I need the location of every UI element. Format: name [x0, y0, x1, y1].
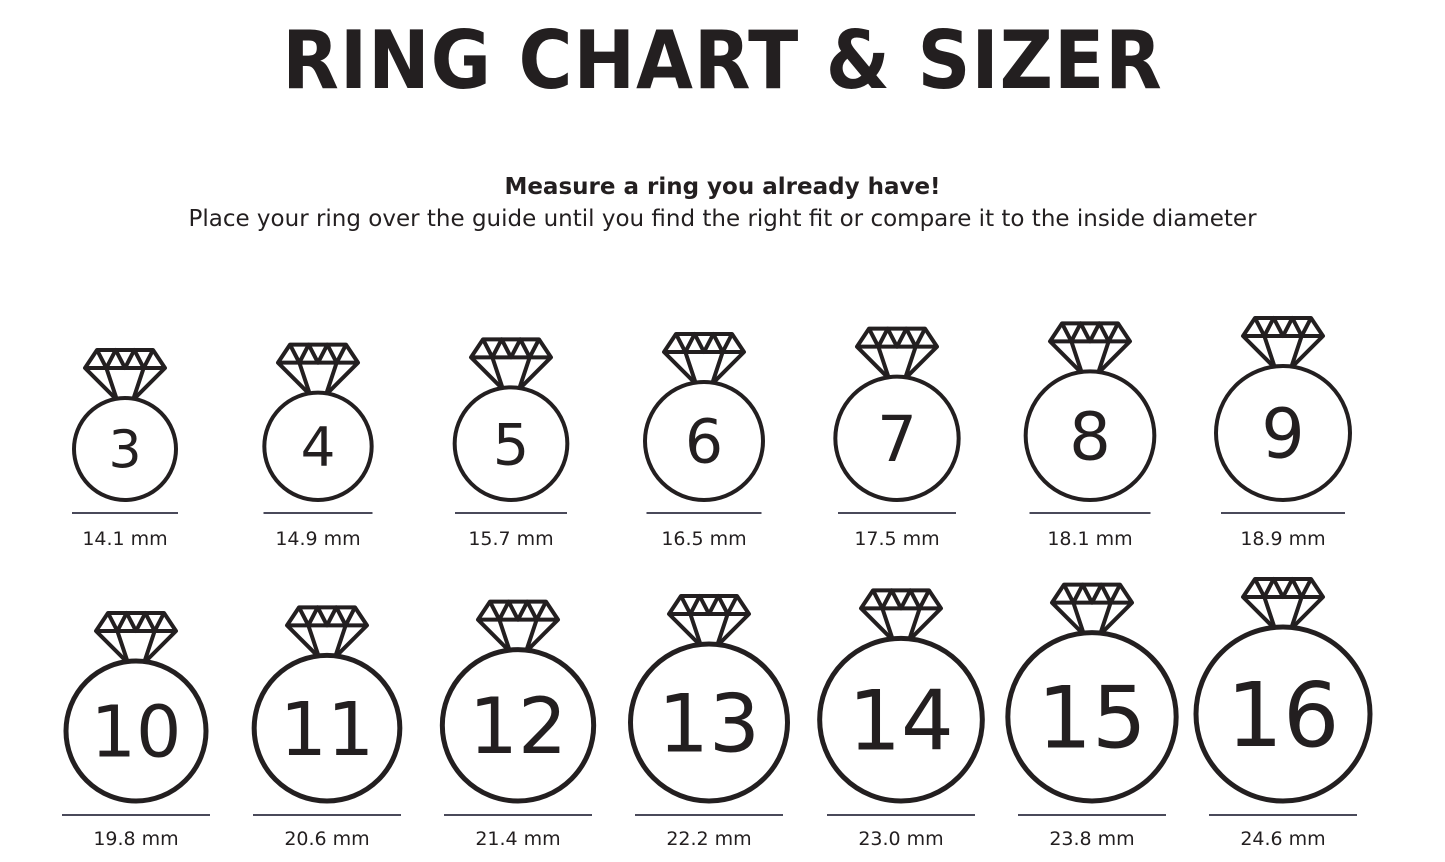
- ring-circle: [1193, 624, 1373, 804]
- ring-circle: [817, 635, 985, 804]
- ring-size-number: 13: [658, 677, 760, 770]
- diamond-icon: [83, 348, 167, 402]
- ring-size-number: 7: [877, 403, 917, 476]
- ring-size-12: 12: [439, 599, 597, 816]
- diamond-icon: [1048, 321, 1132, 376]
- ring-size-6: 6: [643, 332, 765, 514]
- diamond-icon: [276, 342, 360, 397]
- ring-circle: [63, 658, 209, 804]
- ring-circle: [643, 380, 765, 502]
- ring-size-7: 7: [833, 326, 961, 514]
- ring-size-13: 13: [628, 594, 790, 816]
- ring-size-8: 8: [1023, 321, 1157, 514]
- ring-size-number: 8: [1069, 399, 1111, 475]
- ring-size-number: 6: [685, 408, 723, 478]
- ring-size-number: 11: [280, 686, 375, 773]
- ring-size-4: 4: [262, 342, 374, 514]
- diamond-icon: [1241, 577, 1325, 631]
- diameter-label: 14.1 mm: [82, 528, 168, 550]
- ring-circle: [1023, 369, 1157, 502]
- diameter-label: 24.6 mm: [1240, 828, 1326, 850]
- ring-size-number: 5: [493, 411, 530, 478]
- diameter-label: 14.9 mm: [275, 528, 361, 550]
- diamond-icon: [662, 332, 746, 386]
- diameter-label: 21.4 mm: [475, 828, 561, 850]
- diameter-label: 23.8 mm: [1049, 828, 1135, 850]
- diamond-icon: [469, 337, 553, 392]
- diameter-label: 15.7 mm: [468, 528, 554, 550]
- diamond-icon: [855, 326, 939, 381]
- diameter-label: 23.0 mm: [858, 828, 944, 850]
- diamond-icon: [476, 599, 560, 654]
- ring-circle: [439, 647, 597, 804]
- diamond-icon: [859, 588, 943, 643]
- ring-circle: [72, 396, 178, 502]
- ring-size-number: 14: [848, 673, 954, 770]
- ring-size-number: 12: [469, 682, 567, 772]
- diamond-icon: [94, 611, 178, 665]
- diamond-icon: [1050, 582, 1134, 637]
- subtitle: Measure a ring you already have!: [504, 174, 941, 200]
- ring-circle: [628, 641, 790, 804]
- ring-size-number: 4: [301, 415, 336, 479]
- ring-size-10: 10: [62, 611, 210, 816]
- diameter-label: 17.5 mm: [854, 528, 940, 550]
- diamond-icon: [667, 594, 751, 648]
- diameter-label: 22.2 mm: [666, 828, 752, 850]
- ring-size-number: 3: [108, 421, 141, 481]
- ring-size-14: 14: [817, 588, 985, 816]
- diameter-label: 19.8 mm: [93, 828, 179, 850]
- ring-size-15: 15: [1005, 582, 1179, 816]
- diameter-label: 20.6 mm: [284, 828, 370, 850]
- diameter-label: 16.5 mm: [661, 528, 747, 550]
- ring-circle: [833, 374, 961, 503]
- instructions: Place your ring over the guide until you…: [188, 206, 1257, 232]
- ring-size-number: 9: [1261, 396, 1304, 475]
- ring-size-number: 15: [1037, 669, 1146, 769]
- ring-circle: [1005, 630, 1179, 804]
- ring-circle: [452, 385, 570, 502]
- ring-size-11: 11: [251, 605, 403, 816]
- diamond-icon: [285, 605, 369, 660]
- ring-circle: [262, 390, 374, 503]
- ring-size-3: 3: [72, 348, 178, 514]
- ring-circle: [251, 652, 403, 804]
- ring-size-5: 5: [452, 337, 570, 514]
- diameter-label: 18.9 mm: [1240, 528, 1326, 550]
- diamond-icon: [1241, 316, 1325, 370]
- ring-size-number: 10: [91, 691, 182, 774]
- ring-circle: [1214, 364, 1352, 502]
- diameter-label: 18.1 mm: [1047, 528, 1133, 550]
- ring-size-9: 9: [1214, 316, 1352, 514]
- ring-size-16: 16: [1193, 577, 1373, 816]
- page-title: RING CHART & SIZER: [282, 14, 1163, 107]
- ring-size-number: 16: [1227, 664, 1340, 767]
